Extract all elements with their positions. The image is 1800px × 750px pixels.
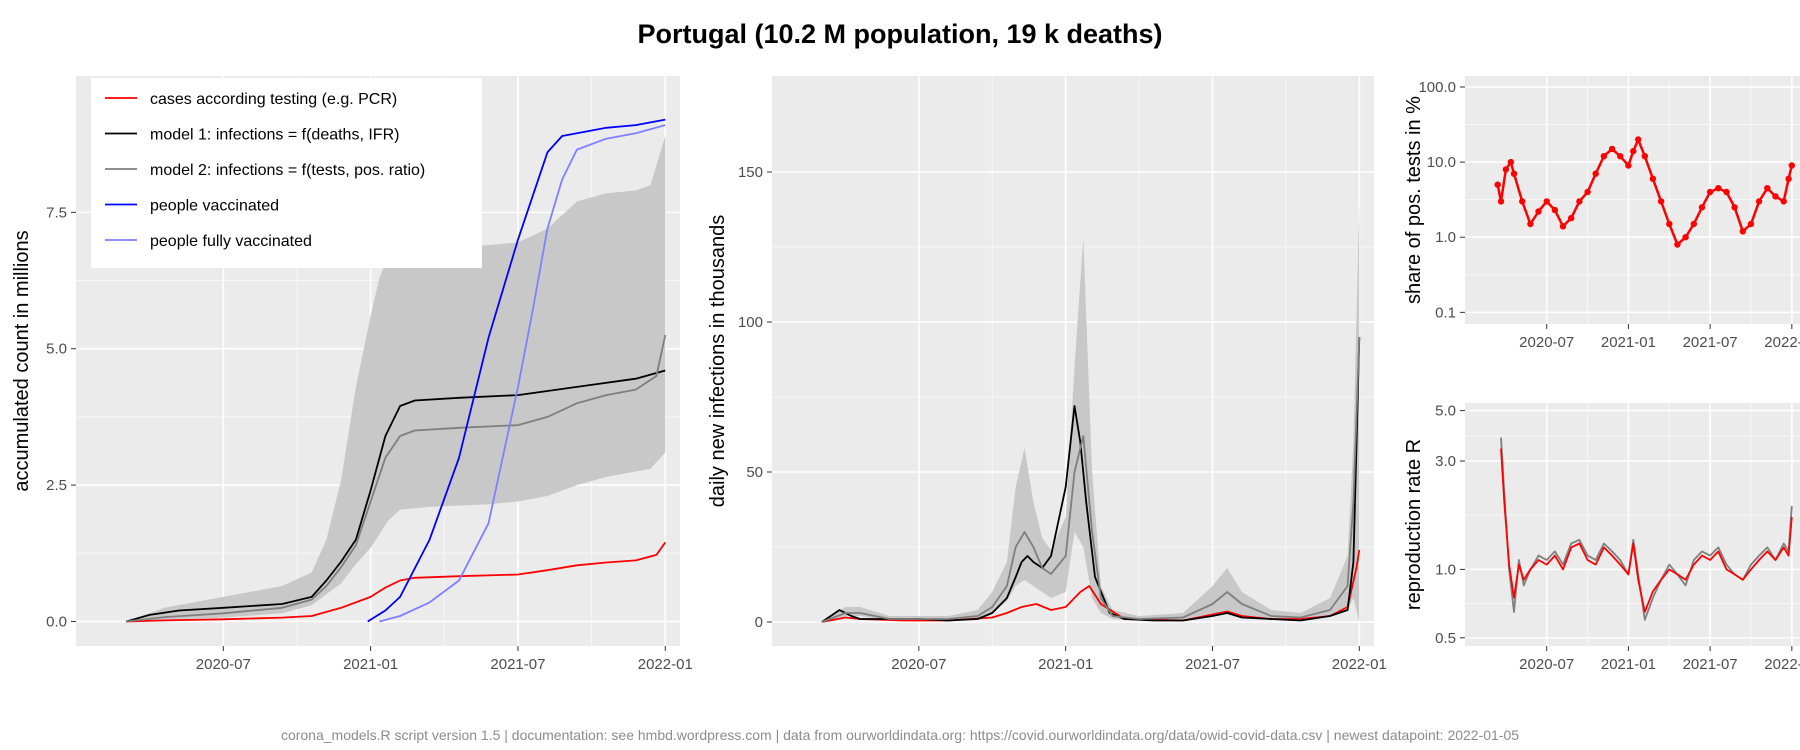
y-tick-label: 7.5	[46, 204, 67, 221]
y-axis-label: reproduction rate R	[1403, 439, 1425, 610]
uncertainty-band	[126, 136, 666, 622]
y-axis-label: accumulated count in millions	[11, 230, 33, 491]
x-tick-label: 2021-07	[1185, 656, 1240, 673]
x-tick-label: 2021-07	[1683, 334, 1738, 351]
series-trace	[1496, 136, 1794, 247]
legend-label: cases according testing (e.g. PCR)	[150, 91, 397, 108]
y-tick-label: 3.0	[1435, 453, 1456, 470]
legend-label: people fully vaccinated	[150, 233, 312, 250]
y-tick-label: 0.0	[46, 613, 67, 630]
x-tick-label: 2021-07	[1683, 656, 1738, 673]
y-axis-label: daily new infections in thousands	[707, 215, 729, 507]
x-tick-label: 2021-01	[343, 656, 398, 673]
y-tick-label: 0.5	[1435, 630, 1456, 647]
x-tick-label: 2021-01	[1601, 656, 1656, 673]
series-line	[125, 334, 667, 623]
series-line	[126, 541, 667, 623]
y-tick-label: 0	[755, 614, 763, 631]
x-tick-label: 2022-01	[1764, 334, 1800, 351]
x-tick-label: 2021-01	[1038, 656, 1093, 673]
legend-label: people vaccinated	[150, 198, 279, 215]
series-line	[821, 336, 1361, 623]
legend: cases according testing (e.g. PCR) model …	[91, 78, 482, 268]
y-tick-label: 100	[738, 314, 763, 331]
panel-positive-share: 2020-07 2021-01 2021-07 2022-01 0.1 1.0 10.0 10…	[1403, 76, 1800, 351]
panel-background	[772, 76, 1374, 646]
panel-daily: 2020-07 2021-01 2021-07 2022-01 0 50 100 150 dai…	[707, 76, 1387, 673]
y-tick-label: 100.0	[1418, 79, 1456, 96]
y-tick-label: 1.0	[1435, 561, 1456, 578]
y-tick-label: 5.0	[46, 341, 67, 358]
panel-background	[1465, 403, 1800, 646]
chart-panels: 2020-07 2021-01 2021-07 2022-01 0.0 2.5 5.0 7.5…	[11, 76, 1800, 673]
y-tick-label: 2.5	[46, 477, 67, 494]
y-tick-label: 1.0	[1435, 229, 1456, 246]
y-tick-label: 50	[746, 464, 763, 481]
x-tick-label: 2021-07	[490, 656, 545, 673]
panel-reproduction: 2020-07 2021-01 2021-07 2022-01 0.5 1.0 3.0 5.0…	[1403, 403, 1800, 673]
series-line	[379, 124, 666, 623]
legend-label: model 2: infections = f(tests, pos. rati…	[150, 162, 425, 179]
y-tick-label: 150	[738, 164, 763, 181]
series-line	[125, 369, 666, 623]
x-tick-label: 2020-07	[196, 656, 251, 673]
x-tick-label: 2022-01	[1764, 656, 1800, 673]
series-line	[367, 118, 666, 623]
y-axis-label: share of pos. tests in %	[1403, 96, 1425, 304]
panel-accumulated: 2020-07 2021-01 2021-07 2022-01 0.0 2.5 5.0 7.5…	[11, 76, 693, 673]
x-tick-label: 2022-01	[638, 656, 693, 673]
footer-note: corona_models.R script version 1.5 | doc…	[281, 727, 1519, 743]
x-tick-label: 2022-01	[1332, 656, 1387, 673]
y-tick-label: 10.0	[1427, 154, 1456, 171]
x-tick-label: 2020-07	[1519, 334, 1574, 351]
x-tick-label: 2020-07	[891, 656, 946, 673]
y-tick-label: 5.0	[1435, 403, 1456, 420]
legend-label: model 1: infections = f(deaths, IFR)	[150, 127, 399, 144]
x-tick-label: 2021-01	[1601, 334, 1656, 351]
chart-title: Portugal (10.2 M population, 19 k deaths…	[637, 19, 1162, 49]
legend-background	[91, 78, 482, 268]
series-line	[1500, 448, 1793, 613]
y-tick-label: 0.1	[1435, 304, 1456, 321]
x-tick-label: 2020-07	[1519, 656, 1574, 673]
